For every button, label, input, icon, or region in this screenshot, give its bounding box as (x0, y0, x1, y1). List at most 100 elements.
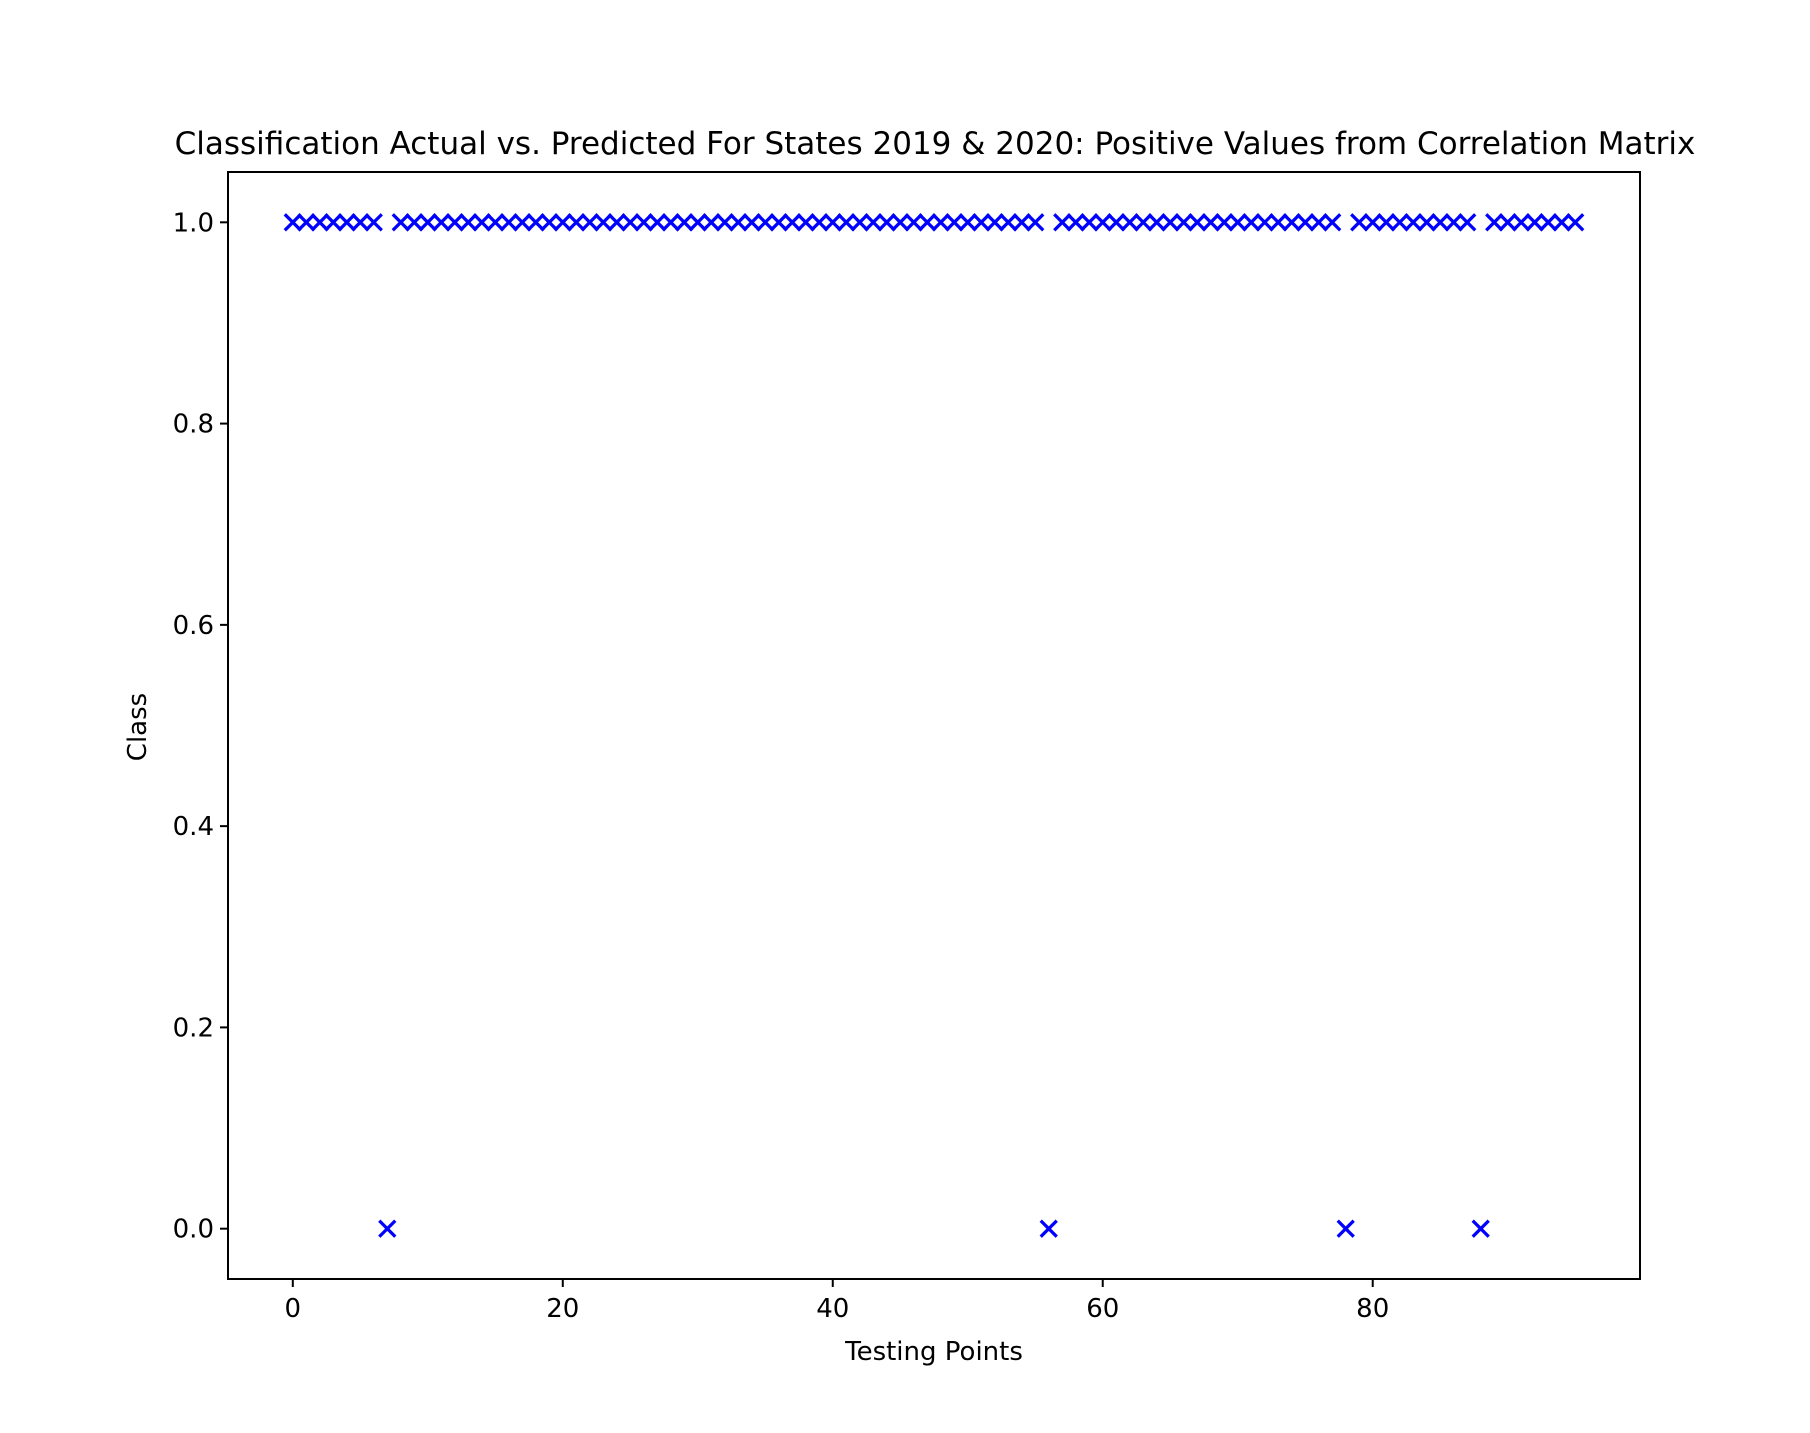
data-point (297, 213, 316, 232)
chart-title: Classification Actual vs. Predicted For … (175, 126, 1696, 162)
data-point (1066, 213, 1085, 232)
data-point (351, 213, 370, 232)
data-point-stroke (445, 213, 464, 232)
data-point-stroke (1161, 213, 1180, 232)
data-point-stroke (1404, 213, 1423, 232)
data-point-stroke (1431, 213, 1450, 232)
data-point (459, 213, 478, 232)
data-point (675, 213, 694, 232)
data-point-stroke (499, 213, 518, 232)
data-point-stroke (756, 213, 775, 232)
x-tick-label: 20 (546, 1294, 579, 1324)
data-point (607, 213, 626, 232)
data-point-stroke (823, 213, 842, 232)
data-point-stroke (769, 213, 788, 232)
data-point (864, 213, 883, 232)
y-tick-label: 1.0 (173, 208, 214, 238)
data-point (1147, 213, 1166, 232)
data-point (310, 213, 329, 232)
data-point-stroke (1458, 213, 1477, 232)
data-point-stroke (1512, 213, 1531, 232)
data-point-stroke (1255, 213, 1274, 232)
data-point-stroke (405, 213, 424, 232)
data-point (1188, 213, 1207, 232)
data-point (1417, 213, 1436, 232)
data-point-stroke (904, 213, 923, 232)
data-point (1053, 213, 1072, 232)
y-tick-label: 0.4 (173, 812, 214, 842)
data-point-stroke (877, 213, 896, 232)
data-point-stroke (796, 213, 815, 232)
data-point (1309, 213, 1328, 232)
data-point-stroke (1552, 213, 1571, 232)
data-point (661, 213, 680, 232)
data-point-stroke (1026, 213, 1045, 232)
data-point (1485, 213, 1504, 232)
data-point-stroke (1566, 213, 1585, 232)
data-point-stroke (459, 213, 478, 232)
data-point (1282, 213, 1301, 232)
data-point (472, 213, 491, 232)
data-point (1377, 213, 1396, 232)
data-point-stroke (999, 213, 1018, 232)
x-tick-label: 0 (285, 1294, 302, 1324)
data-point (526, 213, 545, 232)
y-axis-label: Class (123, 693, 153, 761)
data-point (1390, 213, 1409, 232)
data-point-stroke (850, 213, 869, 232)
data-point-stroke (418, 213, 437, 232)
data-point (621, 213, 640, 232)
data-point (283, 213, 302, 232)
data-point-stroke (1080, 213, 1099, 232)
data-point (1093, 213, 1112, 232)
y-tick-label: 0.2 (173, 1013, 214, 1043)
data-point-stroke (985, 213, 1004, 232)
data-point (1228, 213, 1247, 232)
data-point (513, 213, 532, 232)
data-point (1552, 213, 1571, 232)
data-point (364, 213, 383, 232)
data-point-stroke (1363, 213, 1382, 232)
data-point-stroke (1215, 213, 1234, 232)
data-point-stroke (1336, 1219, 1355, 1238)
data-point-stroke (1539, 213, 1558, 232)
data-point (337, 213, 356, 232)
data-point-stroke (607, 213, 626, 232)
data-point-stroke (594, 213, 613, 232)
data-point-stroke (1269, 213, 1288, 232)
data-point-stroke (1282, 213, 1301, 232)
data-point (1269, 213, 1288, 232)
data-point-stroke (1134, 213, 1153, 232)
data-point-stroke (688, 213, 707, 232)
data-point-stroke (486, 213, 505, 232)
data-point-stroke (1377, 213, 1396, 232)
data-point-stroke (1350, 213, 1369, 232)
data-point (634, 213, 653, 232)
data-point-stroke (378, 1219, 397, 1238)
data-point-stroke (1471, 1219, 1490, 1238)
data-point-stroke (283, 213, 302, 232)
data-point-stroke (1417, 213, 1436, 232)
data-point-stroke (432, 213, 451, 232)
data-point (499, 213, 518, 232)
x-tick-label: 80 (1356, 1294, 1389, 1324)
data-point (378, 1219, 397, 1238)
data-point-stroke (1120, 213, 1139, 232)
data-point (877, 213, 896, 232)
x-axis-label: Testing Points (844, 1337, 1023, 1367)
y-tick-label: 0.6 (173, 611, 214, 641)
data-point (405, 213, 424, 232)
y-tick-label: 0.0 (173, 1215, 214, 1245)
data-point (324, 213, 343, 232)
data-point-stroke (1309, 213, 1328, 232)
data-point (580, 213, 599, 232)
data-point (486, 213, 505, 232)
data-point (1296, 213, 1315, 232)
data-point (796, 213, 815, 232)
data-point (1039, 1219, 1058, 1238)
data-point (783, 213, 802, 232)
data-point-stroke (1107, 213, 1126, 232)
data-point-stroke (715, 213, 734, 232)
